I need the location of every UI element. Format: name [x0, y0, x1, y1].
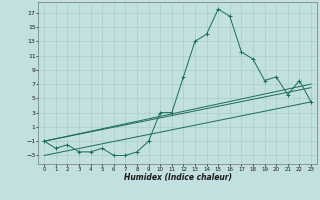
X-axis label: Humidex (Indice chaleur): Humidex (Indice chaleur) — [124, 173, 232, 182]
